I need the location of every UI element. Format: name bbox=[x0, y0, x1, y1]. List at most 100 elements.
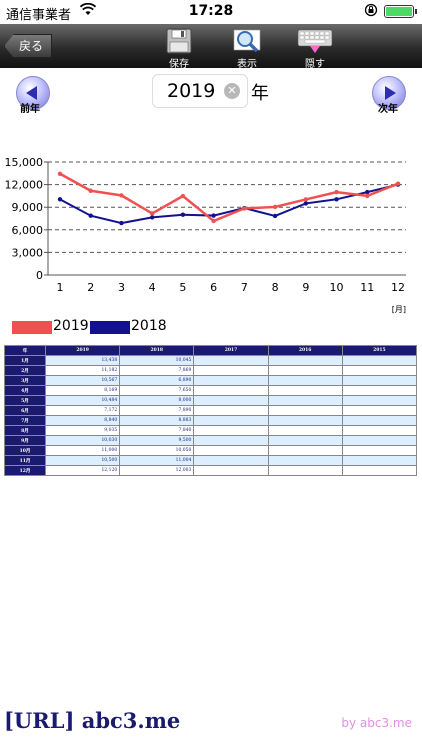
hide-label: 隠す bbox=[305, 59, 325, 70]
month-cell: 5月 bbox=[5, 396, 45, 405]
next-year-button[interactable] bbox=[372, 76, 406, 110]
clock: 17:28 bbox=[188, 3, 234, 19]
month-cell: 9月 bbox=[5, 436, 45, 445]
month-cell: 6月 bbox=[5, 406, 45, 415]
back-button[interactable]: 戻る bbox=[4, 34, 53, 58]
clear-icon[interactable]: ✕ bbox=[224, 83, 240, 99]
value-cell bbox=[194, 446, 268, 455]
keyboard-hide-icon bbox=[297, 28, 333, 54]
value-cell bbox=[194, 456, 268, 465]
value-cell: 8,169 bbox=[46, 386, 120, 395]
value-cell: 10,045 bbox=[120, 356, 194, 365]
wifi-icon bbox=[79, 2, 97, 21]
value-cell bbox=[342, 386, 416, 395]
value-cell: 10,567 bbox=[46, 376, 120, 385]
prev-year-label: 前年 bbox=[20, 104, 40, 115]
x-axis-label: [月] bbox=[392, 305, 406, 314]
value-cell: 12,120 bbox=[46, 466, 120, 475]
data-point-2019 bbox=[365, 193, 370, 199]
save-label: 保存 bbox=[169, 59, 189, 70]
data-point-2018 bbox=[365, 189, 370, 195]
y-tick-label: 0 bbox=[36, 269, 43, 282]
value-cell: 10,500 bbox=[46, 456, 120, 465]
data-point-2018 bbox=[303, 201, 309, 206]
status-bar: 通信事業者 17:28 bbox=[0, 0, 422, 24]
table-header-year: 2019 bbox=[46, 346, 120, 355]
battery-icon bbox=[384, 5, 417, 18]
x-tick-label: 9 bbox=[302, 281, 309, 294]
data-point-2019 bbox=[88, 188, 93, 193]
hide-button[interactable]: 隠す bbox=[290, 26, 340, 70]
value-cell bbox=[342, 376, 416, 385]
value-cell bbox=[194, 376, 268, 385]
x-tick-label: 1 bbox=[57, 281, 64, 294]
value-cell bbox=[194, 366, 268, 375]
y-tick-label: 12,000 bbox=[5, 179, 44, 192]
month-cell: 12月 bbox=[5, 466, 45, 475]
value-cell bbox=[342, 366, 416, 375]
value-cell bbox=[342, 466, 416, 475]
value-cell bbox=[268, 366, 342, 375]
month-cell: 10月 bbox=[5, 446, 45, 455]
month-cell: 2月 bbox=[5, 366, 45, 375]
magnifier-icon bbox=[232, 28, 262, 54]
data-point-2018 bbox=[211, 213, 216, 218]
value-cell bbox=[342, 416, 416, 425]
data-point-2019 bbox=[119, 193, 124, 198]
value-cell: 8,000 bbox=[120, 396, 194, 405]
value-cell: 11,000 bbox=[46, 446, 120, 455]
value-cell: 11,004 bbox=[120, 456, 194, 465]
value-cell: 8,840 bbox=[46, 416, 120, 425]
table-row: 6月 7,172 7,890 bbox=[5, 406, 416, 415]
x-tick-label: 10 bbox=[330, 281, 344, 294]
next-year-label: 次年 bbox=[378, 104, 398, 115]
x-tick-label: 8 bbox=[272, 281, 279, 294]
x-tick-label: 2 bbox=[87, 281, 94, 294]
value-cell bbox=[342, 356, 416, 365]
table-row: 8月 9,035 7,840 bbox=[5, 426, 416, 435]
arrow-left-icon bbox=[26, 86, 37, 100]
value-cell bbox=[342, 396, 416, 405]
table-row: 10月 11,000 10,050 bbox=[5, 446, 416, 455]
x-tick-label: 6 bbox=[210, 281, 217, 294]
year-input[interactable]: 2019 ✕ bbox=[152, 74, 248, 108]
data-point-2018 bbox=[88, 213, 93, 218]
y-tick-label: 6,000 bbox=[12, 224, 44, 237]
value-cell: 7,650 bbox=[120, 386, 194, 395]
show-button[interactable]: 表示 bbox=[222, 26, 272, 70]
value-cell bbox=[194, 386, 268, 395]
value-cell bbox=[342, 426, 416, 435]
x-tick-label: 4 bbox=[149, 281, 156, 294]
month-cell: 3月 bbox=[5, 376, 45, 385]
month-cell: 7月 bbox=[5, 416, 45, 425]
prev-year-button[interactable] bbox=[16, 76, 50, 110]
value-cell bbox=[268, 436, 342, 445]
x-tick-label: 7 bbox=[241, 281, 248, 294]
legend-label-2019: 2019 bbox=[53, 318, 89, 334]
data-point-2019 bbox=[180, 193, 186, 199]
save-button[interactable]: 保存 bbox=[154, 26, 204, 70]
data-point-2018 bbox=[334, 197, 339, 202]
table-row: 2月 11,182 7,869 bbox=[5, 366, 416, 375]
table-row: 12月 12,120 12,003 bbox=[5, 466, 416, 475]
value-cell bbox=[194, 426, 268, 435]
legend-swatch-2019 bbox=[12, 321, 52, 334]
table-header-year: 2017 bbox=[194, 346, 268, 355]
value-cell: 10,484 bbox=[46, 396, 120, 405]
value-cell bbox=[268, 466, 342, 475]
value-cell bbox=[268, 396, 342, 405]
value-cell bbox=[194, 416, 268, 425]
value-cell bbox=[268, 456, 342, 465]
footer-url[interactable]: [URL] abc3.me bbox=[4, 708, 181, 733]
value-cell: 7,890 bbox=[120, 406, 194, 415]
table-row: 4月 8,169 7,650 bbox=[5, 386, 416, 395]
value-cell: 10,030 bbox=[46, 436, 120, 445]
value-cell bbox=[268, 406, 342, 415]
data-point-2018 bbox=[57, 197, 63, 202]
month-cell: 1月 bbox=[5, 356, 45, 365]
value-cell: 8,883 bbox=[120, 416, 194, 425]
value-cell bbox=[342, 436, 416, 445]
month-cell: 4月 bbox=[5, 386, 45, 395]
data-point-2019 bbox=[211, 218, 216, 224]
